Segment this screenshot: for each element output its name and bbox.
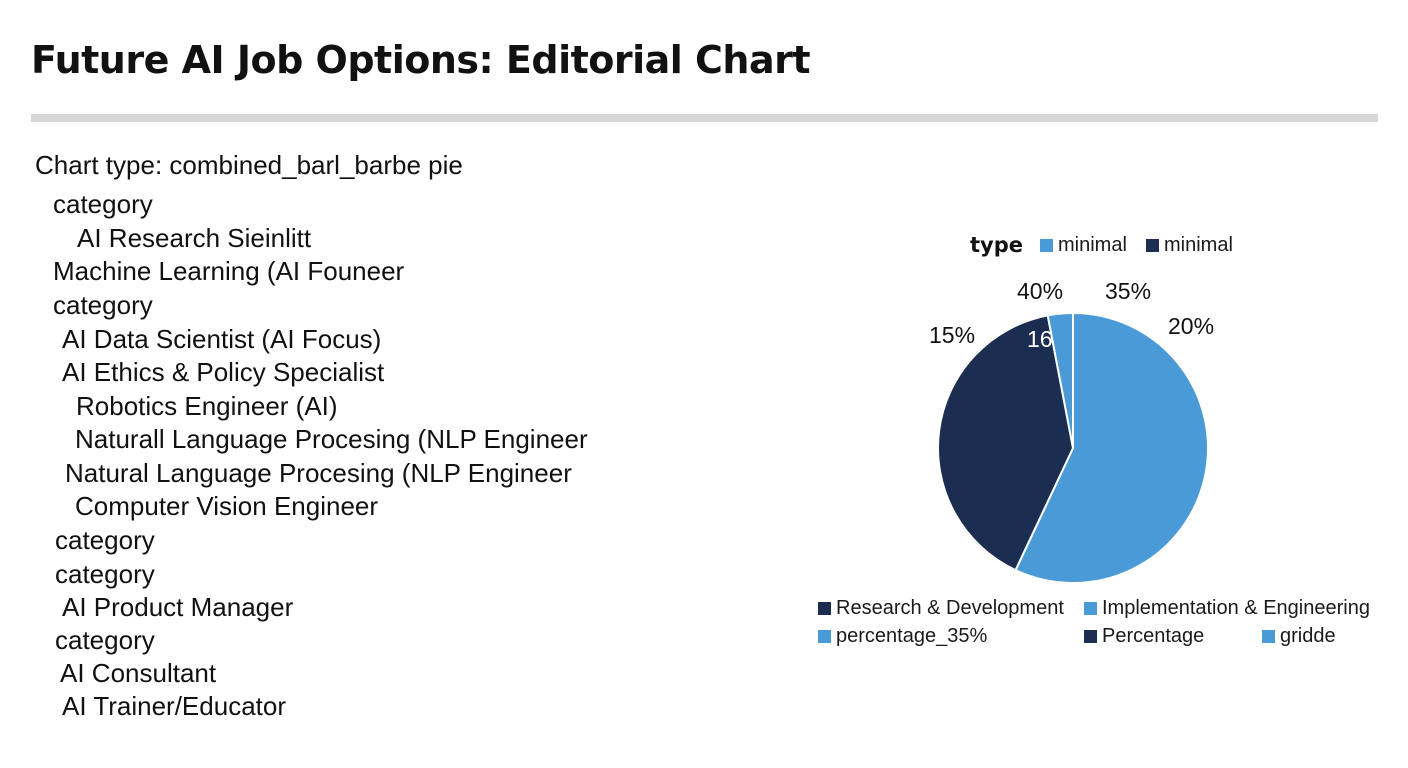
legend-swatch bbox=[1146, 239, 1159, 252]
legend-label: Percentage bbox=[1102, 625, 1205, 647]
top-legend-item: minimal bbox=[1146, 234, 1233, 257]
list-item: AI Ethics & Policy Specialist bbox=[62, 357, 385, 387]
list-item: AI Data Scientist (AI Focus) bbox=[62, 324, 382, 354]
list-item: category bbox=[55, 525, 155, 555]
legend-item: Research & Development bbox=[818, 597, 1064, 620]
slice-label: 16 bbox=[1027, 326, 1053, 352]
legend-item: percentage_35% bbox=[818, 625, 987, 648]
list-item: category bbox=[53, 290, 153, 320]
list-item: category bbox=[55, 625, 155, 655]
legend-item: gridde bbox=[1262, 625, 1336, 648]
legend-item: Implementation & Engineering bbox=[1084, 597, 1370, 620]
list-item: Robotics Engineer (AI) bbox=[76, 391, 338, 421]
list-item: Machine Learning (AI Founeer bbox=[53, 256, 405, 286]
slice-label: 35% bbox=[1105, 278, 1152, 304]
legend-label: Research & Development bbox=[836, 597, 1064, 619]
legend-swatch bbox=[1040, 239, 1053, 252]
legend-label: minimal bbox=[1058, 234, 1127, 256]
list-item: AI Consultant bbox=[60, 658, 217, 688]
list-item: Natural Language Procesing (NLP Engineer bbox=[65, 458, 572, 488]
list-item: Naturall Language Procesing (NLP Enginee… bbox=[75, 424, 588, 454]
slice-label: 15% bbox=[929, 322, 976, 348]
list-item: AI Trainer/Educator bbox=[62, 691, 286, 721]
legend-label: minimal bbox=[1164, 234, 1233, 256]
slice-label: 20% bbox=[1168, 313, 1215, 339]
list-item: category bbox=[53, 189, 153, 219]
legend-label: gridde bbox=[1280, 625, 1336, 647]
legend-swatch bbox=[1084, 602, 1097, 615]
page-title: Future AI Job Options: Editorial Chart bbox=[31, 38, 811, 82]
list-item: AI Research Sieinlitt bbox=[77, 223, 312, 253]
title-divider bbox=[31, 114, 1378, 122]
pie-slices bbox=[937, 311, 1209, 584]
legend-item: Percentage bbox=[1084, 625, 1204, 648]
pie-slice-1 bbox=[937, 314, 1075, 572]
pie-slice-0 bbox=[1014, 311, 1209, 584]
top-legend-title: type bbox=[970, 233, 1024, 257]
chart-type-line: Chart type: combined_barl_barbe pie bbox=[35, 150, 463, 180]
slice-label: 40% bbox=[1017, 278, 1064, 304]
legend-swatch bbox=[1262, 630, 1275, 643]
legend-label: percentage_35% bbox=[836, 625, 988, 647]
legend-swatch bbox=[1084, 630, 1097, 643]
legend-swatch bbox=[818, 630, 831, 643]
pie-slice-2 bbox=[1046, 311, 1074, 449]
list-item: category bbox=[55, 559, 155, 589]
list-item: AI Product Manager bbox=[62, 592, 294, 622]
legend-swatch bbox=[818, 602, 831, 615]
legend-label: Implementation & Engineering bbox=[1102, 597, 1370, 619]
list-item: Computer Vision Engineer bbox=[75, 491, 379, 521]
top-legend-item: minimal bbox=[1040, 234, 1127, 257]
